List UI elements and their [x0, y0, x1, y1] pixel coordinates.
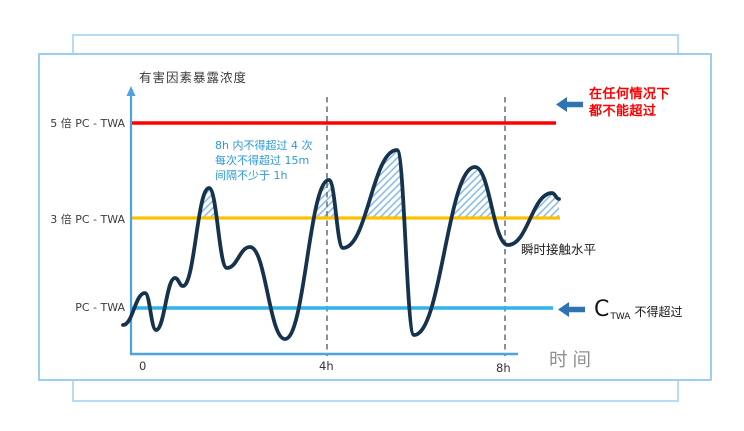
x-axis-title: 时间: [549, 350, 597, 371]
ref-label-3x-pc-twa: 3 倍 PC - TWA: [50, 213, 125, 226]
ctwa-subscript: TWA: [610, 312, 631, 322]
left-arrow-icon-ceiling: [556, 97, 583, 112]
x-tick-8h: 8h: [496, 361, 511, 375]
excursion-rule-line-2: 每次不得超过 15m: [215, 154, 310, 167]
ceiling-rule-line-1: 在任何情况下: [589, 87, 671, 102]
ceiling-rule-line-2: 都不能超过: [589, 103, 657, 119]
y-axis-title: 有害因素暴露浓度: [139, 70, 248, 85]
ceiling-rule-note: 在任何情况下 都不能超过: [589, 87, 670, 120]
stel-level-label: 瞬时接触水平: [521, 242, 597, 257]
left-arrow-icon-twa: [558, 302, 585, 317]
x-tick-0: 0: [139, 359, 147, 373]
ref-label-pc-twa: PC - TWA: [75, 301, 125, 314]
excursion-rule-line-1: 8h 内不得超过 4 次: [215, 139, 313, 152]
x-tick-4h: 4h: [319, 359, 334, 373]
excursion-rule-line-3: 间隔不少于 1h: [215, 169, 288, 182]
ref-label-5x-pc-twa: 5 倍 PC - TWA: [50, 117, 125, 130]
ctwa-symbol: C: [594, 297, 610, 322]
ctwa-text: 不得超过: [634, 305, 683, 319]
excursion-rule-note: 8h 内不得超过 4 次 每次不得超过 15m 间隔不少于 1h: [215, 138, 312, 183]
ctwa-limit-label: C TWA 不得超过: [594, 297, 682, 322]
